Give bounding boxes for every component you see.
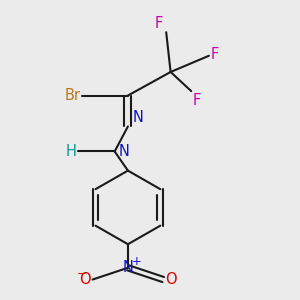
Text: Br: Br [65, 88, 81, 103]
Text: O: O [165, 272, 176, 287]
Text: F: F [155, 16, 163, 31]
Text: H: H [65, 144, 76, 159]
Text: +: + [132, 255, 142, 268]
Text: N: N [122, 260, 134, 275]
Text: F: F [193, 93, 201, 108]
Text: N: N [132, 110, 143, 125]
Text: −: − [76, 267, 86, 280]
Text: N: N [119, 144, 130, 159]
Text: F: F [210, 47, 219, 62]
Text: O: O [80, 272, 91, 287]
